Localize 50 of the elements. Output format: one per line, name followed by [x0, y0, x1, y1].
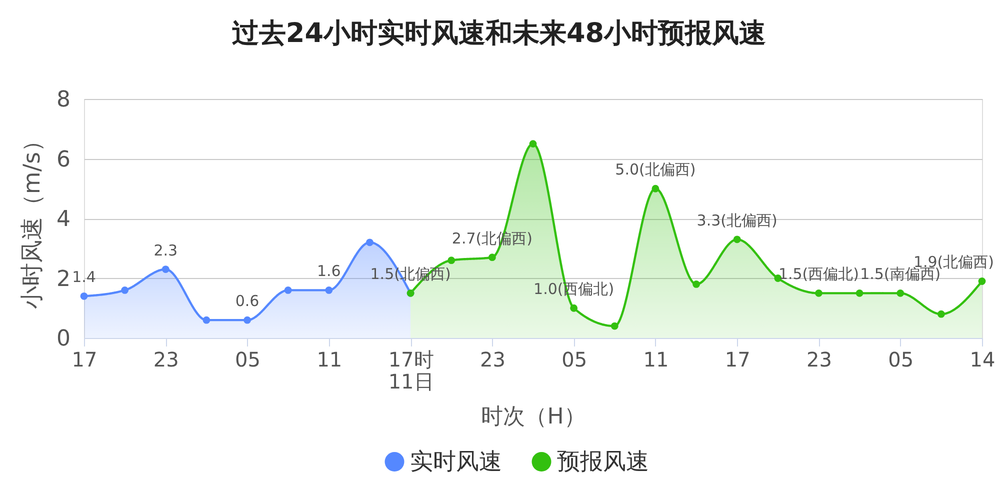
- data-label: 1.4: [72, 268, 96, 286]
- x-tick-label: 17: [724, 348, 750, 372]
- legend-label: 预报风速: [557, 448, 649, 475]
- chart-title: 过去24小时实时风速和未来48小时预报风速: [230, 18, 766, 49]
- x-tick-label: 23: [480, 348, 506, 372]
- data-label: 5.0(北偏西): [615, 160, 696, 179]
- point: [733, 236, 741, 244]
- x-tick-label: 05: [562, 348, 588, 372]
- point: [448, 256, 456, 264]
- legend-label: 实时风速: [410, 448, 502, 475]
- x-tick-label: 17时 11日: [388, 348, 434, 394]
- y-axis-title: 小时风速（m/s）: [20, 128, 46, 310]
- data-label: 0.6: [235, 292, 260, 310]
- y-tick-label: 4: [56, 207, 70, 232]
- y-tick-label: 0: [56, 326, 70, 352]
- point: [856, 289, 864, 297]
- point: [488, 254, 496, 262]
- point: [896, 289, 904, 297]
- x-tick-label: 11: [316, 348, 342, 372]
- x-tick-label: 11: [643, 348, 669, 372]
- point: [937, 310, 945, 318]
- point: [652, 184, 660, 192]
- point: [815, 289, 822, 297]
- x-tick-label: 05: [235, 348, 260, 372]
- point: [570, 304, 578, 312]
- x-tick-label: 23: [153, 348, 179, 372]
- point: [202, 316, 210, 324]
- data-label: 2.3: [154, 241, 178, 260]
- point: [284, 286, 292, 294]
- point: [692, 280, 700, 288]
- data-label: 1.6: [316, 262, 341, 280]
- data-label: 3.3(北偏西): [696, 211, 778, 230]
- point: [366, 238, 374, 246]
- point: [244, 316, 251, 324]
- x-tick-label: 23: [806, 348, 832, 372]
- x-tick-label: 17: [72, 348, 98, 372]
- point: [162, 266, 170, 273]
- point: [80, 292, 88, 300]
- point: [325, 286, 333, 294]
- point: [529, 140, 537, 148]
- x-tick-label: 05: [888, 348, 914, 372]
- y-tick-label: 2: [56, 266, 70, 292]
- x-axis-title: 时次（H）: [481, 404, 586, 430]
- data-label: 1.5(西偏北): [778, 265, 860, 284]
- x-tick-label: 14: [970, 348, 996, 372]
- point: [610, 322, 618, 330]
- point: [121, 286, 129, 294]
- y-tick-label: 8: [56, 88, 70, 112]
- point: [978, 278, 986, 285]
- y-tick-label: 6: [56, 147, 70, 172]
